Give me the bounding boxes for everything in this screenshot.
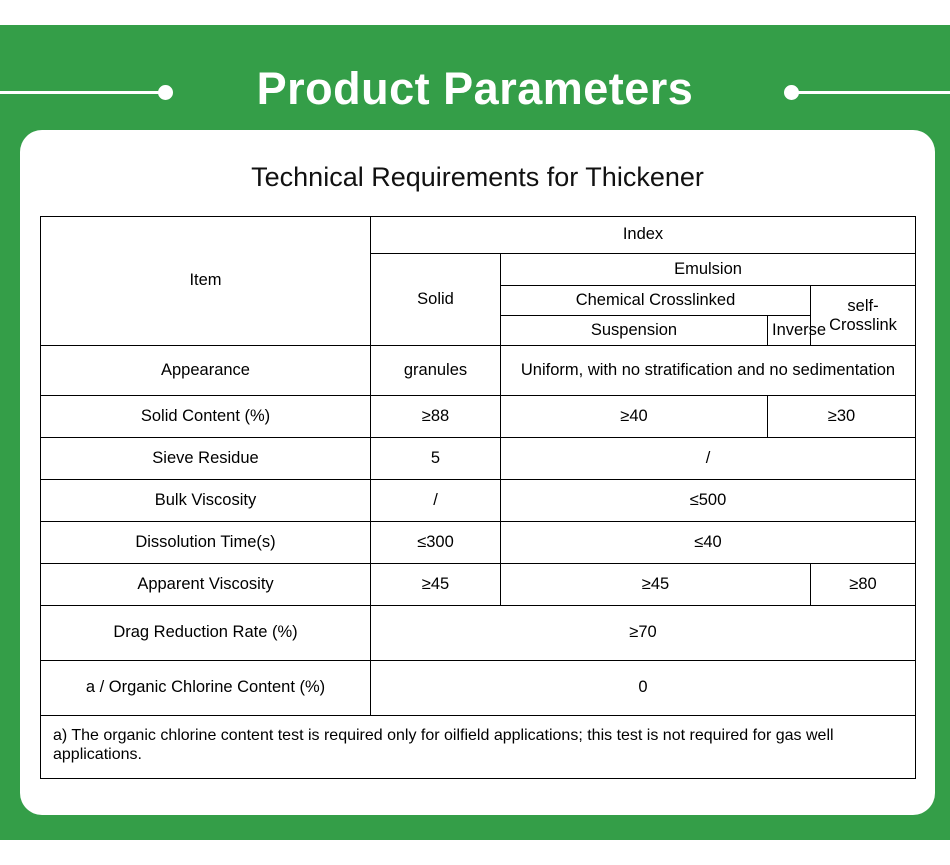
- banner-rule-left: [0, 91, 170, 94]
- row-label-drag-reduction-rate: Drag Reduction Rate (%): [40, 605, 371, 661]
- row-label-appearance: Appearance: [40, 345, 371, 396]
- row-label-solid-content: Solid Content (%): [40, 395, 371, 438]
- technical-requirements-table: Item Index Solid Emulsion Chemical Cross…: [40, 216, 916, 780]
- bullet-dot-left-icon: [158, 85, 173, 100]
- cell-appearance-emulsion: Uniform, with no stratification and no s…: [500, 345, 916, 396]
- cell-appearance-solid: granules: [370, 345, 501, 396]
- banner-rule-right: [790, 91, 950, 94]
- table-footnote: a) The organic chlorine content test is …: [40, 714, 916, 780]
- row-label-organic-chlorine-content: a / Organic Chlorine Content (%): [40, 660, 371, 716]
- section-title: Technical Requirements for Thickener: [251, 162, 704, 192]
- header-emulsion: Emulsion: [500, 253, 916, 286]
- cell-bulk-viscosity-emulsion: ≤500: [500, 479, 916, 522]
- cell-dissolution-time-solid: ≤300: [370, 521, 501, 564]
- table-row: Dissolution Time(s) ≤300 ≤40: [40, 521, 916, 564]
- header-self-crosslink: self-Crosslink: [810, 285, 916, 346]
- table-row: Apparent Viscosity ≥45 ≥45 ≥80: [40, 563, 916, 606]
- header-inverse: Inverse: [767, 315, 826, 346]
- header-index: Index: [370, 216, 916, 254]
- cell-apparent-viscosity-chem: ≥45: [500, 563, 811, 606]
- table-row: Drag Reduction Rate (%) ≥70: [40, 605, 916, 661]
- header-suspension: Suspension: [500, 315, 768, 346]
- table-footnote-row: a) The organic chlorine content test is …: [40, 714, 916, 780]
- bullet-dot-right-icon: [784, 85, 799, 100]
- row-label-sieve-residue: Sieve Residue: [40, 437, 371, 480]
- content-card: Technical Requirements for Thickener Ite…: [20, 130, 935, 815]
- table-row: Bulk Viscosity / ≤500: [40, 479, 916, 522]
- cell-apparent-viscosity-self: ≥80: [810, 563, 916, 606]
- cell-drag-reduction-rate-value: ≥70: [370, 605, 916, 661]
- table-row: Appearance granules Uniform, with no str…: [40, 345, 916, 396]
- row-label-dissolution-time: Dissolution Time(s): [40, 521, 371, 564]
- cell-dissolution-time-emulsion: ≤40: [500, 521, 916, 564]
- row-label-bulk-viscosity: Bulk Viscosity: [40, 479, 371, 522]
- cell-bulk-viscosity-solid: /: [370, 479, 501, 522]
- table-row: Sieve Residue 5 /: [40, 437, 916, 480]
- spec-table-container: Item Index Solid Emulsion Chemical Cross…: [40, 216, 916, 780]
- row-label-apparent-viscosity: Apparent Viscosity: [40, 563, 371, 606]
- banner-title: Product Parameters: [256, 63, 694, 114]
- cell-solid-content-inverse-self: ≥30: [767, 395, 916, 438]
- cell-solid-content-suspension: ≥40: [500, 395, 768, 438]
- cell-sieve-residue-emulsion: /: [500, 437, 916, 480]
- header-item: Item: [40, 216, 371, 346]
- table-row: Solid Content (%) ≥88 ≥40 ≥30: [40, 395, 916, 438]
- cell-organic-chlorine-content-value: 0: [370, 660, 916, 716]
- cell-sieve-residue-solid: 5: [370, 437, 501, 480]
- table-header-row-index: Item Index: [40, 216, 916, 346]
- cell-apparent-viscosity-solid: ≥45: [370, 563, 501, 606]
- table-header-row-crosslinked: Chemical Crosslinked self-Crosslink: [41, 285, 916, 346]
- header-chemical-crosslinked: Chemical Crosslinked: [500, 285, 811, 316]
- table-row: a / Organic Chlorine Content (%) 0: [40, 660, 916, 716]
- cell-solid-content-solid: ≥88: [370, 395, 501, 438]
- header-solid: Solid: [370, 253, 501, 346]
